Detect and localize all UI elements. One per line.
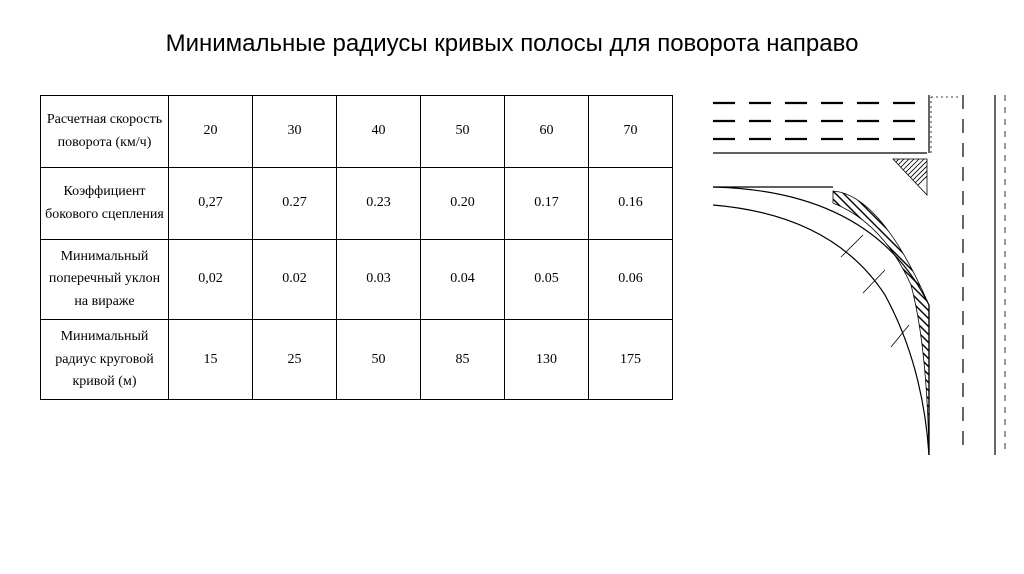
cell: 0.27 bbox=[253, 168, 337, 240]
cell: 30 bbox=[253, 96, 337, 168]
cell: 0.23 bbox=[337, 168, 421, 240]
cell: 0,27 bbox=[169, 168, 253, 240]
row-head: Расчетная скорость поворота (км/ч) bbox=[41, 96, 169, 168]
row-head: Коэффициент бокового сцепления bbox=[41, 168, 169, 240]
cell: 0.17 bbox=[505, 168, 589, 240]
table-row: Минимальный радиус круговой кривой (м) 1… bbox=[41, 320, 673, 400]
page-title: Минимальные радиусы кривых полосы для по… bbox=[0, 30, 1024, 58]
cell: 25 bbox=[253, 320, 337, 400]
cell: 0.20 bbox=[421, 168, 505, 240]
cell: 85 bbox=[421, 320, 505, 400]
cell: 50 bbox=[337, 320, 421, 400]
table-body: Расчетная скорость поворота (км/ч) 20 30… bbox=[41, 96, 673, 400]
cell: 20 bbox=[169, 96, 253, 168]
min-radius-table: Расчетная скорость поворота (км/ч) 20 30… bbox=[40, 95, 673, 400]
page: Минимальные радиусы кривых полосы для по… bbox=[0, 0, 1024, 574]
cell: 70 bbox=[589, 96, 673, 168]
cell: 0.04 bbox=[421, 240, 505, 320]
cell: 130 bbox=[505, 320, 589, 400]
turn-diagram-svg bbox=[713, 95, 1013, 455]
cell: 175 bbox=[589, 320, 673, 400]
cell: 15 bbox=[169, 320, 253, 400]
cell: 0.02 bbox=[253, 240, 337, 320]
cell: 0,02 bbox=[169, 240, 253, 320]
cell: 0.06 bbox=[589, 240, 673, 320]
turn-diagram bbox=[713, 95, 1013, 455]
cell: 40 bbox=[337, 96, 421, 168]
row-head: Минимальный поперечный уклон на вираже bbox=[41, 240, 169, 320]
table-row: Минимальный поперечный уклон на вираже 0… bbox=[41, 240, 673, 320]
cell: 50 bbox=[421, 96, 505, 168]
cell: 0.16 bbox=[589, 168, 673, 240]
row-head: Минимальный радиус круговой кривой (м) bbox=[41, 320, 169, 400]
cell: 60 bbox=[505, 96, 589, 168]
table-row: Коэффициент бокового сцепления 0,27 0.27… bbox=[41, 168, 673, 240]
cell: 0.03 bbox=[337, 240, 421, 320]
content-row: Расчетная скорость поворота (км/ч) 20 30… bbox=[40, 95, 1004, 455]
cell: 0.05 bbox=[505, 240, 589, 320]
table-row: Расчетная скорость поворота (км/ч) 20 30… bbox=[41, 96, 673, 168]
